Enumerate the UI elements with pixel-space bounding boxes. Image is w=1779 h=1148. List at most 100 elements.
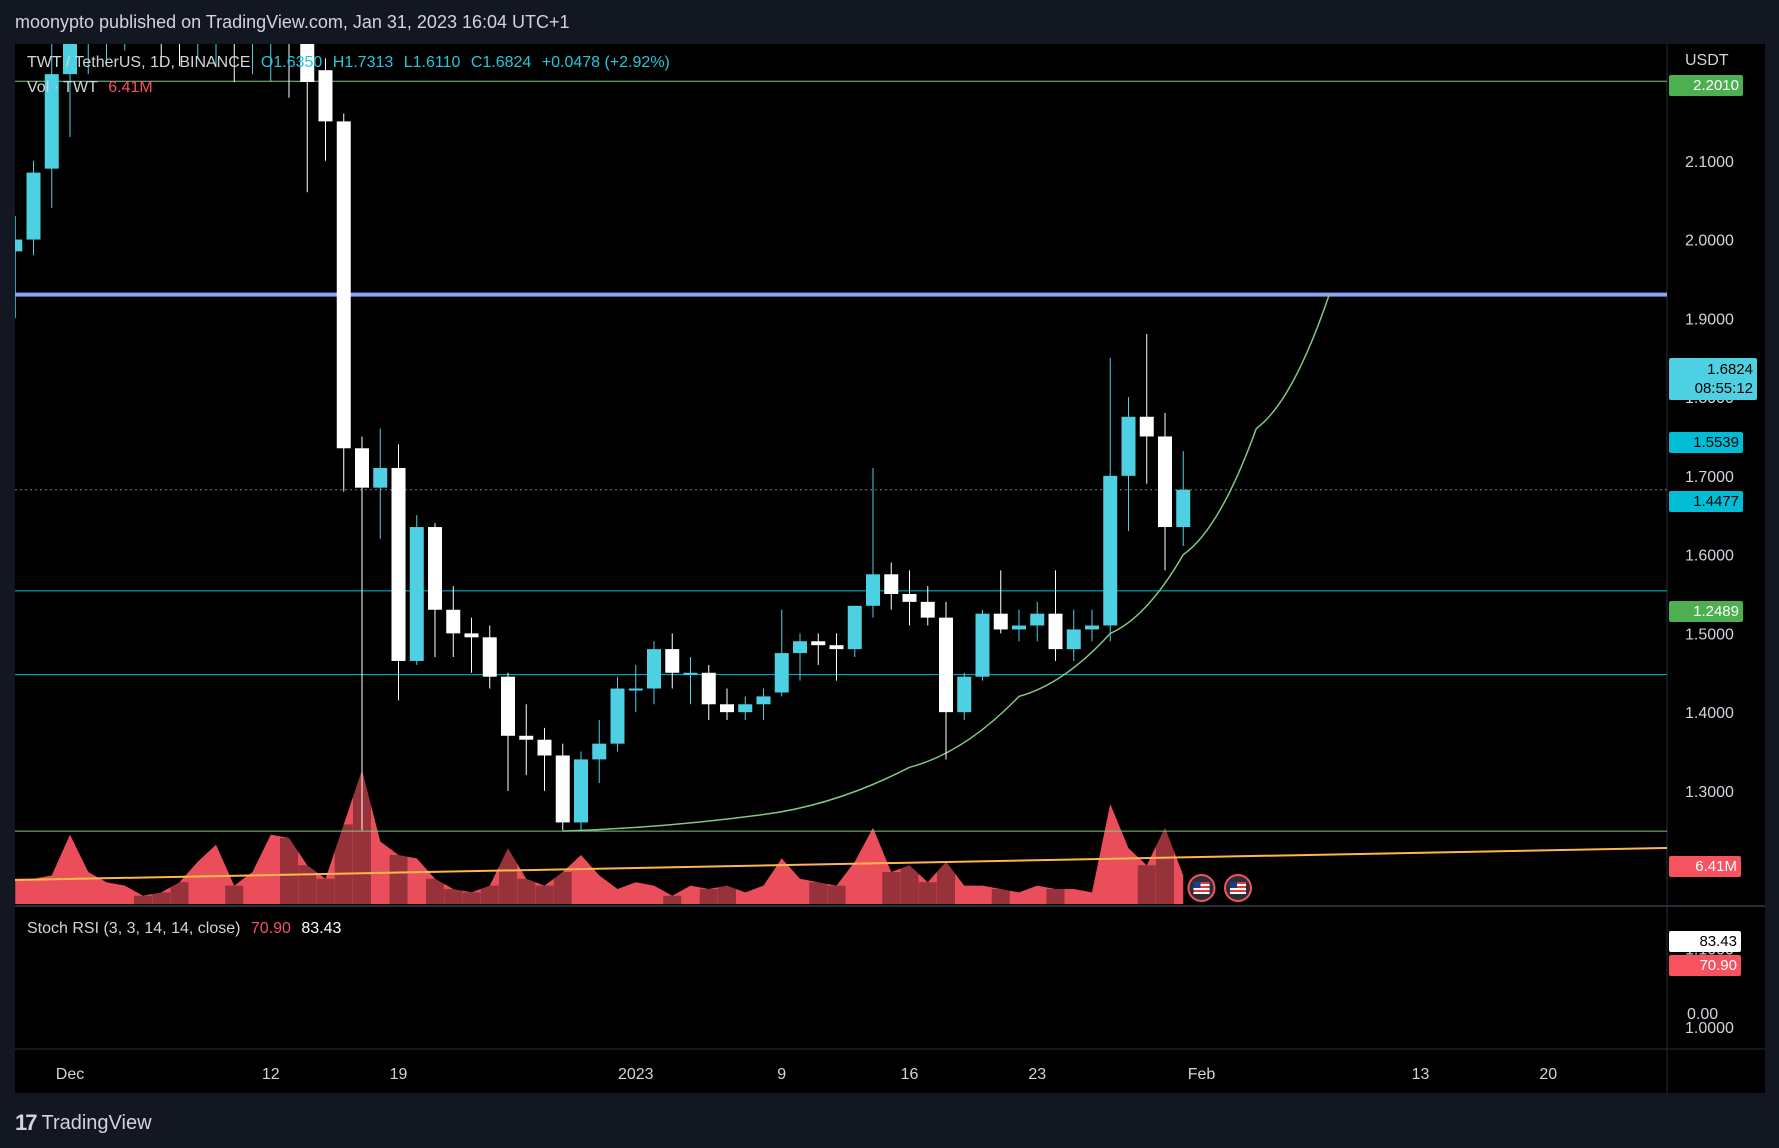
time-axis-label: 16 [901, 1066, 919, 1083]
volume-bar-down [1156, 827, 1174, 904]
volume-bar-down [663, 895, 682, 904]
price-tick-label: 1.3000 [1685, 784, 1734, 801]
candle-body [1103, 475, 1118, 626]
candle-body [829, 645, 844, 650]
price-tick-label: 1.0000 [1685, 1020, 1734, 1037]
volume-bar-down [499, 848, 517, 904]
close-value: C1.6824 [470, 54, 532, 71]
candle-body [756, 696, 771, 705]
volume-bar-down [937, 861, 955, 904]
level-tag-12489: 1.2489 [1669, 601, 1743, 622]
candle-body [993, 613, 1008, 630]
candle-body [866, 574, 880, 606]
volume-bar-down [225, 885, 244, 904]
candle-body [884, 574, 899, 594]
us-flag-icon [1193, 882, 1201, 888]
candle-body [1139, 416, 1154, 437]
volume-bar-down [389, 855, 408, 904]
change-value: +0.0478 (+2.92%) [541, 54, 670, 71]
stoch-d-tag: 83.43 [1669, 931, 1741, 952]
candle-body [902, 594, 917, 602]
candle-body [1158, 436, 1172, 528]
stoch-d-value: 83.43 [301, 920, 342, 937]
candle-body [610, 688, 625, 744]
candle-body [482, 637, 497, 677]
stoch-k-tag: 70.90 [1669, 955, 1741, 976]
candle-body [683, 672, 698, 675]
volume-bar-down [718, 885, 736, 904]
volume-bar-down [134, 895, 152, 904]
candle-body [592, 743, 607, 760]
volume-bar-down [900, 865, 919, 904]
publish-text: moonypto published on TradingView.com, J… [15, 12, 570, 32]
last-price-tag: 1.6824 08:55:12 [1669, 358, 1757, 400]
volume-bar-down [809, 882, 828, 904]
level-tag-14477: 1.4477 [1669, 491, 1743, 512]
candle-body [1030, 613, 1045, 626]
candle-body [665, 649, 680, 673]
candle-body [446, 609, 461, 634]
volume-area [15, 770, 1184, 904]
candle-body [1012, 625, 1026, 630]
volume-bar-down [517, 878, 536, 904]
time-axis-label: 9 [777, 1066, 786, 1083]
candle-body [738, 704, 753, 713]
candle-body [701, 672, 716, 705]
stoch-legend: Stoch RSI (3, 3, 14, 14, close) 70.90 83… [27, 920, 347, 938]
candle-body [428, 527, 442, 610]
us-flag-icon [1230, 882, 1246, 884]
us-flag-icon [1193, 886, 1210, 888]
stoch-k-value: 70.90 [250, 920, 291, 937]
countdown-value: 08:55:12 [1694, 380, 1753, 397]
candle-body [847, 605, 862, 650]
time-axis-label: Feb [1188, 1066, 1216, 1083]
level-tag-15539: 1.5539 [1669, 432, 1743, 453]
price-tick-label: 1.5000 [1685, 626, 1734, 643]
candle-body [647, 649, 661, 689]
time-axis-label: 13 [1412, 1066, 1430, 1083]
candle-body [811, 641, 826, 646]
symbol-legend: TWT / TetherUS, 1D, BINANCE O1.6350 H1.7… [27, 54, 676, 72]
last-price-value: 1.6824 [1707, 361, 1753, 378]
low-value: L1.6110 [403, 54, 461, 71]
stoch-k-line [52, 940, 1184, 1013]
volume-bar-down [991, 889, 1010, 904]
price-tick-label: 1.4000 [1685, 705, 1734, 722]
candle-body [373, 467, 388, 488]
candle-body [555, 755, 570, 823]
chart-canvas[interactable]: 2.10002.00001.90001.80001.70001.60001.50… [15, 44, 1765, 1093]
candle-body [26, 172, 41, 240]
volume-bar-down [152, 892, 171, 904]
candle-body [957, 676, 972, 713]
candle-body [1066, 629, 1081, 650]
tradingview-footer[interactable]: 17 TradingView [15, 1110, 152, 1136]
publish-bar: moonypto published on TradingView.com, J… [0, 0, 1779, 44]
currency-label: USDT [1685, 52, 1729, 69]
volume-value: 6.41M [108, 79, 153, 96]
volume-label: Vol · TWT [27, 79, 98, 96]
volume-bar-down [334, 824, 353, 904]
symbol-label: TWT / TetherUS, 1D, BINANCE [27, 54, 251, 71]
time-axis-label: 19 [390, 1066, 408, 1083]
volume-bar-down [918, 882, 937, 904]
us-flag-icon [1193, 882, 1210, 884]
high-value: H1.7313 [332, 54, 394, 71]
candle-body [464, 633, 479, 638]
volume-bar-down [280, 838, 298, 904]
volume-bar-down [170, 882, 189, 904]
tradingview-brand: TradingView [41, 1111, 152, 1134]
chart-frame[interactable]: 2.10002.00001.90001.80001.70001.60001.50… [15, 44, 1765, 1093]
level-tag-2201: 2.2010 [1669, 75, 1743, 96]
time-axis-label: 20 [1539, 1066, 1557, 1083]
tradingview-logo-icon: 17 [15, 1110, 38, 1135]
candle-body [63, 44, 77, 75]
us-flag-icon [1230, 882, 1237, 888]
volume-bar-down [1046, 889, 1065, 904]
candle-body [920, 601, 935, 618]
stoch-d-line [52, 941, 1184, 1013]
candle-body [300, 44, 315, 82]
volume-bar-down [827, 885, 846, 904]
volume-bar-down [535, 885, 554, 904]
stoch-label: Stoch RSI (3, 3, 14, 14, close) [27, 920, 241, 937]
us-flag-icon [1230, 886, 1246, 888]
